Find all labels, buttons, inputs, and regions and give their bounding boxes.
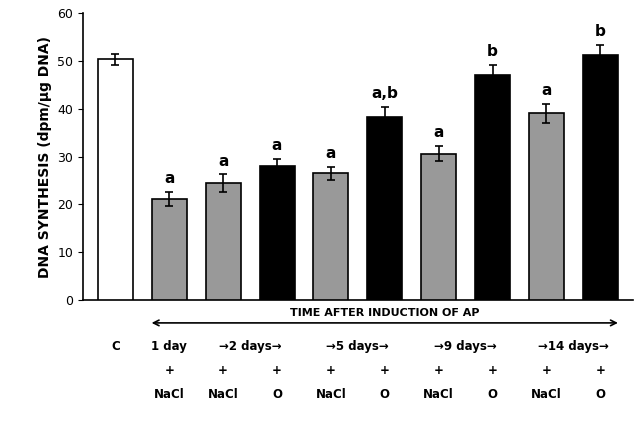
Text: +: + [164,364,174,377]
Text: a: a [326,146,336,161]
Text: +: + [326,364,336,377]
Text: O: O [596,388,605,401]
Bar [313,173,348,300]
Text: a: a [433,125,444,140]
Bar [206,183,241,300]
Bar [421,154,456,300]
Text: →5 days→: →5 days→ [327,340,389,353]
Text: +: + [541,364,551,377]
Text: O: O [380,388,390,401]
Text: a,b: a,b [371,87,398,102]
Bar [98,59,133,300]
Text: +: + [218,364,228,377]
Text: a: a [272,138,282,153]
Text: NaCl: NaCl [316,388,346,401]
Text: →2 days→: →2 days→ [219,340,281,353]
Text: a: a [164,171,174,186]
Text: a: a [541,83,551,98]
Bar [529,114,564,300]
Text: +: + [434,364,443,377]
Bar [259,166,295,300]
Y-axis label: DNA SYNTHESIS (dpm/μg DNA): DNA SYNTHESIS (dpm/μg DNA) [38,36,52,278]
Text: +: + [380,364,390,377]
Bar [152,199,187,300]
Text: NaCl: NaCl [208,388,238,401]
Text: a: a [218,154,228,169]
Text: →9 days→: →9 days→ [435,340,497,353]
Bar [475,75,510,300]
Text: 1 day: 1 day [151,340,187,353]
Text: C: C [111,340,119,353]
Text: NaCl: NaCl [531,388,562,401]
Text: +: + [272,364,282,377]
Text: b: b [595,24,606,39]
Text: b: b [487,44,498,59]
Bar [367,117,403,300]
Text: +: + [488,364,498,377]
Text: NaCl: NaCl [154,388,185,401]
Bar [583,54,618,300]
Text: O: O [488,388,498,401]
Text: →14 days→: →14 days→ [538,340,609,353]
Text: +: + [596,364,605,377]
Text: NaCl: NaCl [423,388,454,401]
Text: O: O [272,388,282,401]
Text: TIME AFTER INDUCTION OF AP: TIME AFTER INDUCTION OF AP [290,308,479,318]
